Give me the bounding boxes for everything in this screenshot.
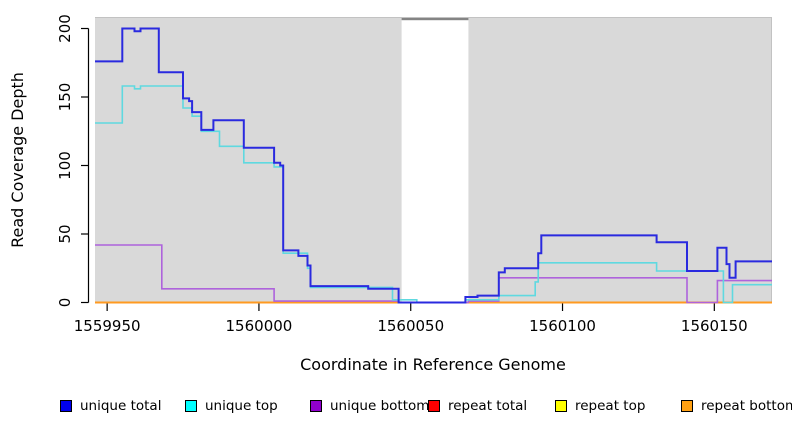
plot-panel: [95, 17, 772, 303]
x-tick-label: 1559950: [74, 317, 141, 335]
masked-region-top-bar: [401, 18, 469, 21]
series-line-unique-bottom: [95, 244, 772, 304]
legend-swatch-icon: [185, 400, 197, 412]
x-tick-label: 1560050: [377, 317, 444, 335]
y-tick-label: 0: [56, 298, 74, 308]
x-tick-label: 1560000: [226, 317, 293, 335]
y-tick-label: 100: [56, 151, 74, 180]
y-axis-title: Read Coverage Depth: [8, 72, 27, 248]
x-tick-label: 1560150: [681, 317, 748, 335]
masked-region: [401, 20, 469, 303]
legend-item-unique-total: unique total: [60, 398, 162, 414]
legend-label: repeat total: [448, 398, 528, 414]
legend-item-repeat-bottom: repeat bottom: [681, 398, 792, 414]
y-tick-label: 50: [56, 224, 74, 243]
plot-area: 0 50 100 150 200 1559950 1560000 1560050 1560100…: [8, 14, 772, 374]
series-lines: [95, 27, 772, 304]
legend-item-unique-top: unique top: [185, 398, 278, 414]
series-line-unique-total: [95, 27, 772, 304]
y-tick-label: 150: [56, 83, 74, 112]
panel-border: [95, 17, 772, 303]
y-tick-label: 200: [56, 14, 74, 43]
legend-item-unique-bottom: unique bottom: [310, 398, 430, 414]
legend-swatch-icon: [555, 400, 567, 412]
legend-swatch-icon: [681, 400, 693, 412]
legend-label: unique bottom: [330, 398, 430, 414]
axes: 0 50 100 150 200 1559950 1560000 1560050 1560100…: [56, 14, 748, 335]
legend-swatch-icon: [60, 400, 72, 412]
legend-swatch-icon: [428, 400, 440, 412]
legend-swatch-icon: [310, 400, 322, 412]
legend-item-repeat-total: repeat total: [428, 398, 528, 414]
legend-label: repeat top: [575, 398, 646, 414]
chart-legend: unique total unique top unique bottom repea…: [0, 398, 792, 415]
x-tick-label: 1560100: [529, 317, 596, 335]
x-axis-title: Coordinate in Reference Genome: [300, 355, 566, 374]
legend-label: repeat bottom: [701, 398, 792, 414]
legend-item-repeat-top: repeat top: [555, 398, 646, 414]
legend-label: unique top: [205, 398, 278, 414]
legend-label: unique total: [80, 398, 162, 414]
